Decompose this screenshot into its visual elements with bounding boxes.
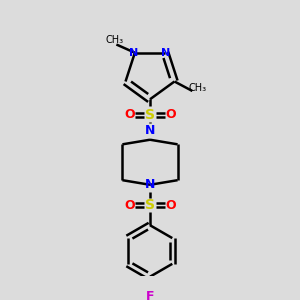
Text: S: S [145, 108, 155, 122]
Text: N: N [161, 48, 171, 58]
Text: N: N [129, 48, 139, 58]
Text: F: F [146, 290, 154, 300]
Text: N: N [145, 178, 155, 191]
Text: O: O [165, 199, 175, 212]
Text: O: O [124, 199, 135, 212]
Text: N: N [145, 124, 155, 137]
Text: O: O [124, 108, 135, 122]
Text: CH₃: CH₃ [106, 35, 124, 45]
Text: O: O [165, 108, 175, 122]
Text: S: S [145, 198, 155, 212]
Text: CH₃: CH₃ [189, 83, 207, 93]
